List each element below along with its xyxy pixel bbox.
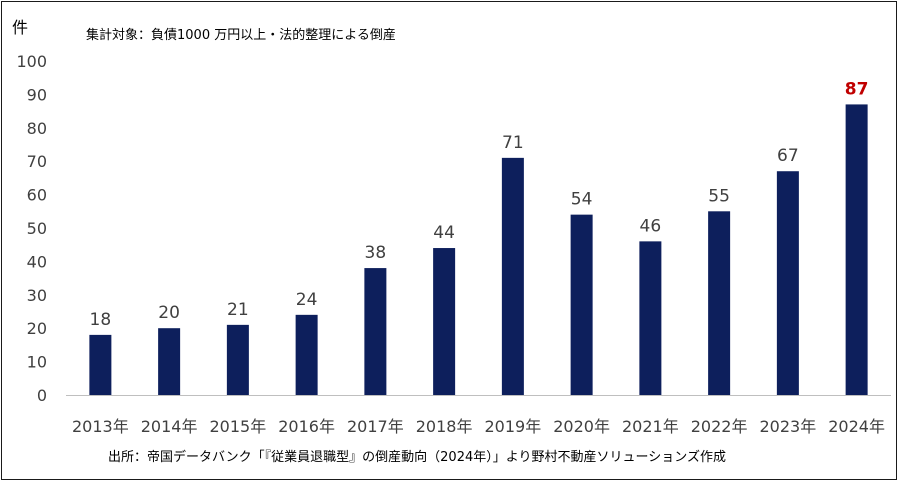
bar [89,334,112,395]
x-tick-label: 2021年 [622,417,679,436]
y-tick-label: 30 [27,286,47,305]
data-label: 87 [845,79,869,99]
data-label: 46 [640,216,662,236]
x-tick-label: 2024年 [828,417,885,436]
y-axis-unit: 件 [12,18,28,37]
data-label: 55 [708,186,730,206]
data-label: 21 [227,300,249,320]
y-tick-label: 90 [27,85,47,104]
bar [364,268,387,395]
y-tick-label: 60 [27,186,47,205]
bar [158,328,181,395]
data-labels: 18 20 21 24 38 44 71 54 46 55 67 87 [90,79,869,329]
x-tick-label: 2019年 [485,417,542,436]
bar [226,324,249,395]
x-tick-label: 2015年 [210,417,267,436]
y-tick-label: 50 [27,219,47,238]
x-tick-label: 2020年 [553,417,610,436]
data-label: 24 [296,290,318,310]
x-axis: 2013年 2014年 2015年 2016年 2017年 2018年 2019年 2020年… [72,417,885,436]
bars [89,104,868,396]
data-label: 71 [502,133,524,153]
bar [570,214,593,395]
bar [639,241,662,395]
x-tick-label: 2013年 [72,417,129,436]
bar [845,104,868,396]
data-label: 38 [365,243,387,263]
y-tick-label: 0 [37,386,47,405]
data-label: 67 [777,146,799,166]
bar [776,171,799,395]
data-label: 18 [90,310,112,330]
chart-note: 集計対象：負債1000 万円以上・法的整理による倒産 [86,27,396,43]
data-label: 44 [433,223,455,243]
source-note: 出所：帝国データバンク「『従業員退職型』の倒産動向（2024年）」より野村不動産… [108,449,726,465]
y-tick-label: 70 [27,152,47,171]
y-tick-label: 80 [27,119,47,138]
data-label: 20 [158,303,180,323]
bar [433,248,456,395]
bar [708,211,731,395]
y-tick-label: 20 [27,319,47,338]
y-tick-label: 10 [27,353,47,372]
bar [501,157,524,395]
y-tick-label: 100 [16,52,47,71]
y-axis: 0 10 20 30 40 50 60 70 80 90 100 [16,52,47,405]
x-tick-label: 2023年 [760,417,817,436]
y-tick-label: 40 [27,252,47,271]
bar [295,314,318,395]
x-tick-label: 2022年 [691,417,748,436]
data-label: 54 [571,190,593,210]
x-tick-label: 2018年 [416,417,473,436]
x-tick-label: 2017年 [347,417,404,436]
x-tick-label: 2016年 [278,417,335,436]
x-tick-label: 2014年 [141,417,198,436]
